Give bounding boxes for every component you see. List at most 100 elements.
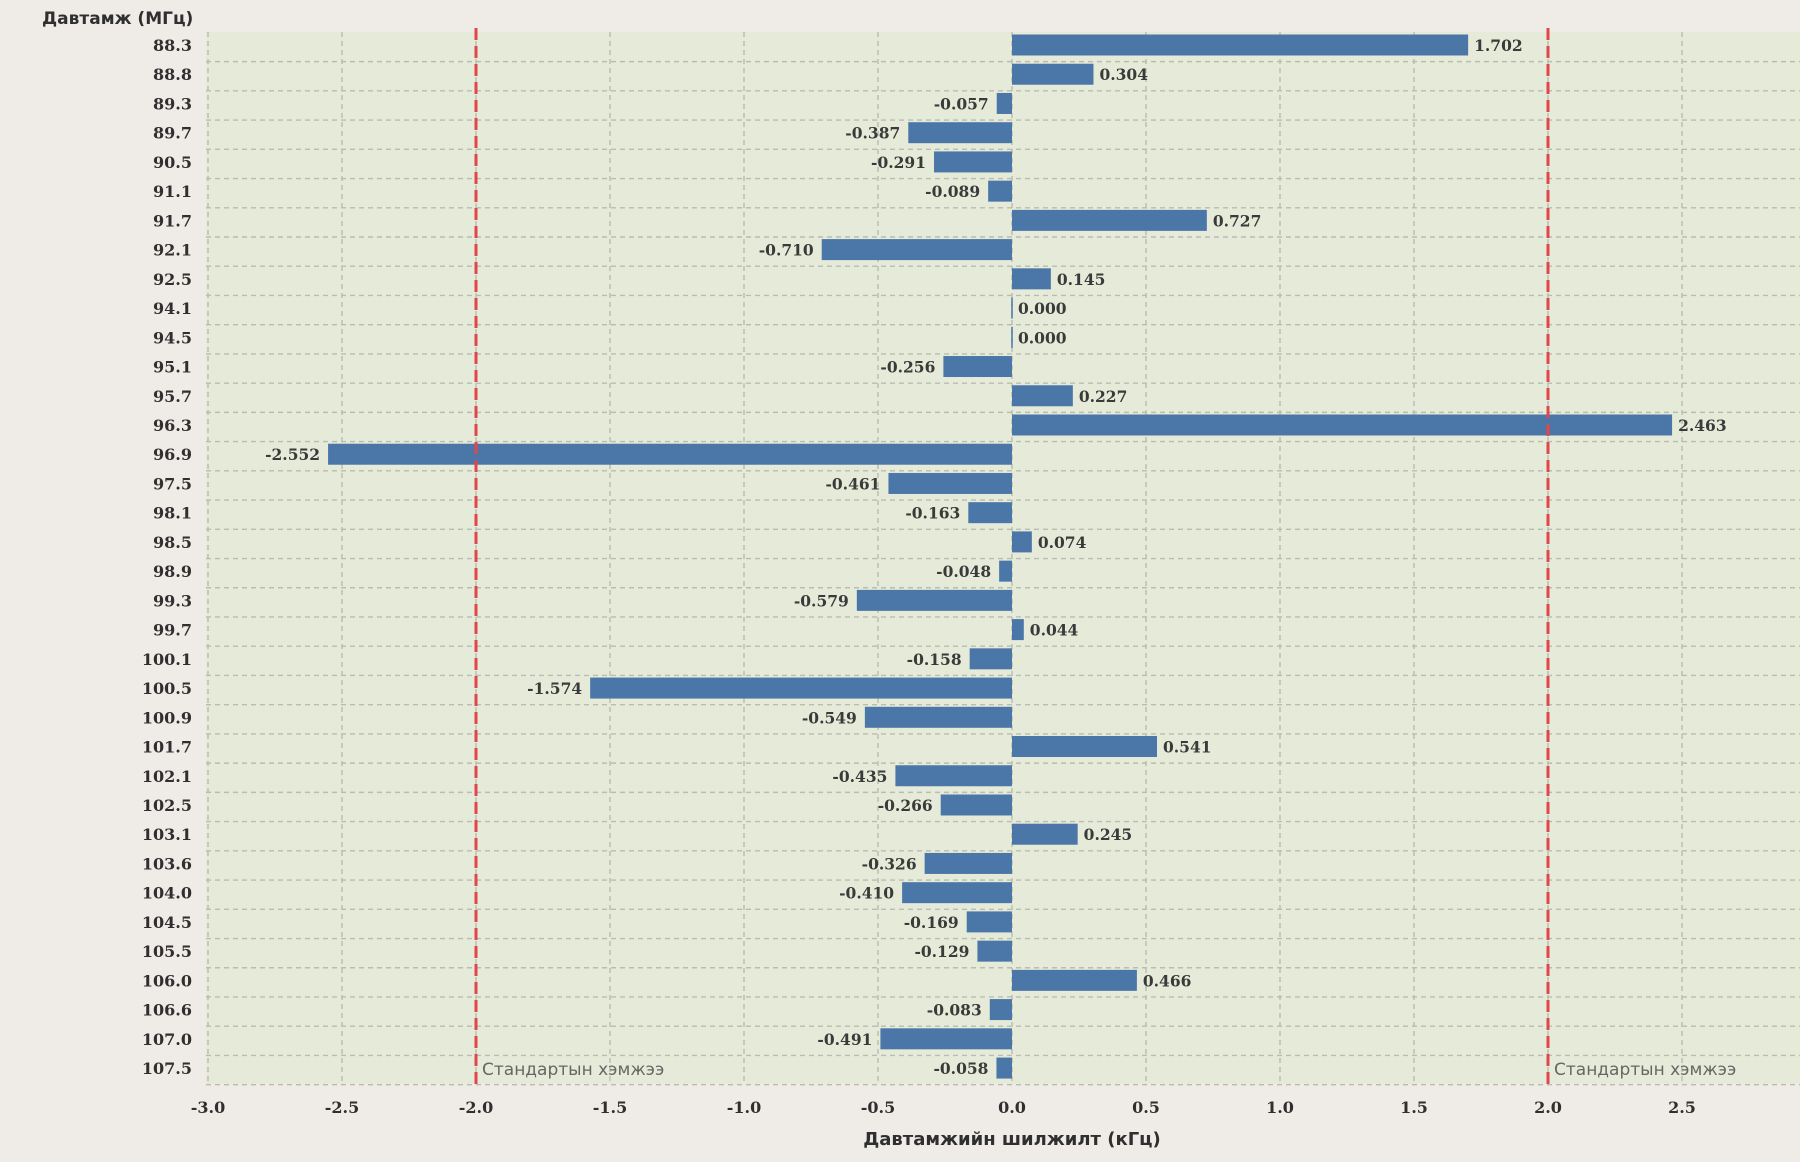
y-tick-label-95.1: 95.1 bbox=[153, 358, 192, 377]
y-tick-label-89.7: 89.7 bbox=[153, 124, 192, 143]
bar-91.1 bbox=[988, 180, 1012, 202]
value-label-94.5: 0.000 bbox=[1018, 328, 1067, 347]
y-tick-label-91.7: 91.7 bbox=[153, 211, 192, 230]
value-label-95.7: 0.227 bbox=[1079, 387, 1128, 406]
bar-95.7 bbox=[1012, 385, 1073, 407]
value-label-107.0: -0.491 bbox=[817, 1030, 872, 1049]
bar-107.5 bbox=[996, 1057, 1012, 1079]
y-tick-label-103.1: 103.1 bbox=[142, 825, 192, 844]
bar-91.7 bbox=[1012, 209, 1207, 231]
value-label-89.3: -0.057 bbox=[934, 94, 989, 113]
bar-95.1 bbox=[943, 356, 1012, 378]
y-tick-label-99.3: 99.3 bbox=[153, 591, 192, 610]
y-tick-label-102.5: 102.5 bbox=[142, 796, 192, 815]
x-tick-label-0: -3.0 bbox=[191, 1098, 225, 1117]
bar-106.0 bbox=[1012, 969, 1137, 991]
bar-92.5 bbox=[1012, 268, 1051, 290]
bar-107.0 bbox=[880, 1028, 1012, 1050]
bar-96.9 bbox=[328, 443, 1013, 465]
y-tick-label-99.7: 99.7 bbox=[153, 621, 192, 640]
grid-lines bbox=[206, 32, 1800, 1086]
value-labels: 1.702 0.304 -0.057 -0.387 -0.291 -0.089 0.727 -… bbox=[265, 36, 1727, 1078]
y-tick-label-95.7: 95.7 bbox=[153, 387, 192, 406]
value-label-102.5: -0.266 bbox=[878, 796, 933, 815]
bar-99.3 bbox=[856, 589, 1012, 611]
y-tick-label-102.1: 102.1 bbox=[142, 767, 192, 786]
x-tick-label-4: -1.0 bbox=[727, 1098, 761, 1117]
x-tick-label-8: 1.0 bbox=[1266, 1098, 1294, 1117]
bar-100.5 bbox=[590, 677, 1012, 699]
x-tick-label-11: 2.5 bbox=[1668, 1098, 1696, 1117]
y-tick-label-105.5: 105.5 bbox=[142, 942, 192, 961]
value-label-92.1: -0.710 bbox=[759, 241, 814, 260]
y-tick-label-106.0: 106.0 bbox=[142, 971, 192, 990]
value-label-106.6: -0.083 bbox=[927, 1001, 982, 1020]
reference-lines: Стандартын хэмжээ Стандартын хэмжээ bbox=[474, 28, 1736, 1084]
y-tick-label-107.0: 107.0 bbox=[142, 1030, 192, 1049]
y-tick-label-98.9: 98.9 bbox=[153, 562, 192, 581]
bar-98.1 bbox=[968, 502, 1012, 524]
value-label-88.3: 1.702 bbox=[1474, 36, 1523, 55]
bar-98.9 bbox=[999, 560, 1012, 582]
value-label-97.5: -0.461 bbox=[825, 474, 880, 493]
reference-line-label-1: Стандартын хэмжээ bbox=[1554, 1060, 1736, 1080]
y-tick-label-88.3: 88.3 bbox=[153, 36, 192, 55]
y-tick-label-97.5: 97.5 bbox=[153, 474, 192, 493]
y-tick-label-89.3: 89.3 bbox=[153, 94, 192, 113]
value-label-103.6: -0.326 bbox=[862, 854, 917, 873]
y-tick-label-98.5: 98.5 bbox=[153, 533, 192, 552]
bar-97.5 bbox=[888, 472, 1012, 494]
bar-88.8 bbox=[1012, 63, 1094, 85]
value-label-99.7: 0.044 bbox=[1030, 621, 1079, 640]
bar-94.1 bbox=[1011, 297, 1013, 319]
y-tick-label-101.7: 101.7 bbox=[142, 738, 192, 757]
y-tick-labels: 88.3 88.8 89.3 89.7 90.5 91.1 91.7 92.1 92.5 94.1… bbox=[142, 36, 192, 1078]
bar-99.7 bbox=[1012, 619, 1024, 641]
bars-group bbox=[328, 34, 1673, 1079]
y-tick-label-98.1: 98.1 bbox=[153, 504, 192, 523]
y-tick-label-106.6: 106.6 bbox=[142, 1001, 192, 1020]
value-label-102.1: -0.435 bbox=[832, 767, 887, 786]
value-label-96.3: 2.463 bbox=[1678, 416, 1727, 435]
bar-98.5 bbox=[1012, 531, 1032, 553]
y-axis-title: Давтамж (МГц) bbox=[42, 9, 193, 29]
x-tick-label-6: 0.0 bbox=[998, 1098, 1026, 1117]
value-label-92.5: 0.145 bbox=[1057, 270, 1106, 289]
bar-106.6 bbox=[989, 999, 1012, 1021]
x-tick-label-10: 2.0 bbox=[1534, 1098, 1562, 1117]
y-tick-label-96.3: 96.3 bbox=[153, 416, 192, 435]
value-label-100.1: -0.158 bbox=[907, 650, 962, 669]
y-tick-label-88.8: 88.8 bbox=[153, 65, 192, 84]
y-tick-label-90.5: 90.5 bbox=[153, 153, 192, 172]
y-tick-label-100.5: 100.5 bbox=[142, 679, 192, 698]
bar-102.1 bbox=[895, 765, 1012, 787]
value-label-106.0: 0.466 bbox=[1143, 971, 1192, 990]
y-tick-label-104.0: 104.0 bbox=[142, 884, 192, 903]
bar-89.7 bbox=[908, 122, 1012, 144]
value-label-90.5: -0.291 bbox=[871, 153, 926, 172]
reference-line-label-0: Стандартын хэмжээ bbox=[482, 1060, 664, 1080]
bar-104.0 bbox=[902, 882, 1012, 904]
y-tick-label-96.9: 96.9 bbox=[153, 445, 192, 464]
y-tick-label-100.1: 100.1 bbox=[142, 650, 192, 669]
y-tick-label-91.1: 91.1 bbox=[153, 182, 192, 201]
x-tick-label-1: -2.5 bbox=[325, 1098, 359, 1117]
bar-90.5 bbox=[934, 151, 1012, 173]
bar-89.3 bbox=[996, 92, 1012, 114]
bar-105.5 bbox=[977, 940, 1012, 962]
y-tick-label-103.6: 103.6 bbox=[142, 854, 192, 873]
value-label-96.9: -2.552 bbox=[265, 445, 320, 464]
value-label-95.1: -0.256 bbox=[880, 358, 935, 377]
bar-103.6 bbox=[924, 852, 1012, 874]
value-label-99.3: -0.579 bbox=[794, 591, 849, 610]
value-label-100.9: -0.549 bbox=[802, 708, 857, 727]
bar-94.5 bbox=[1011, 326, 1013, 348]
x-axis-title: Давтамжийн шилжилт (кГц) bbox=[863, 1129, 1161, 1150]
x-tick-label-7: 0.5 bbox=[1132, 1098, 1160, 1117]
value-label-89.7: -0.387 bbox=[845, 124, 900, 143]
value-label-101.7: 0.541 bbox=[1163, 738, 1212, 757]
bar-101.7 bbox=[1012, 736, 1157, 758]
value-label-91.7: 0.727 bbox=[1213, 211, 1262, 230]
x-tick-label-9: 1.5 bbox=[1400, 1098, 1428, 1117]
